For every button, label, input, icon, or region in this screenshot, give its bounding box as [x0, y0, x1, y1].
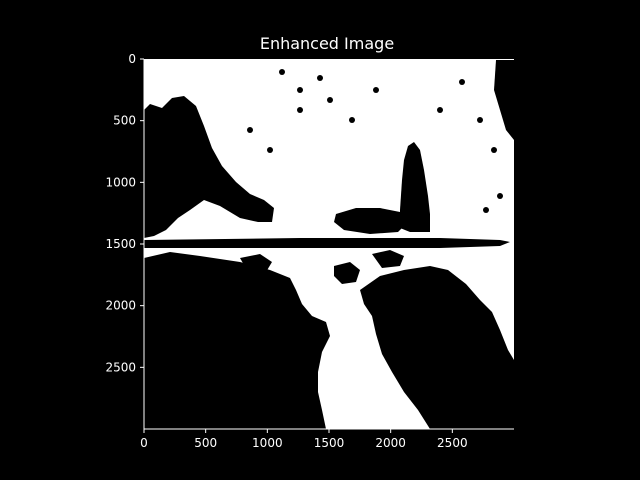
image-speckle	[327, 97, 333, 103]
x-tick-label: 2500	[437, 436, 468, 450]
image-dark-region	[144, 252, 330, 429]
image-dark-region	[494, 60, 514, 140]
y-tick-label: 2500	[105, 360, 136, 374]
x-axis-ticks: 0 500 1000 1500 2000 2500	[140, 429, 468, 450]
image-speckle	[459, 79, 465, 85]
image-speckle	[477, 117, 483, 123]
image-dark-region	[144, 238, 510, 248]
image-dark-region	[240, 254, 272, 272]
x-tick-label: 0	[140, 436, 148, 450]
x-tick-label: 500	[194, 436, 217, 450]
chart-title: Enhanced Image	[260, 34, 394, 53]
y-tick-label: 1500	[105, 237, 136, 251]
image-speckle	[491, 147, 497, 153]
image-speckle	[497, 193, 503, 199]
image-speckle	[279, 69, 285, 75]
image-speckle	[483, 207, 489, 213]
y-tick-label: 2000	[105, 299, 136, 313]
image-speckle	[267, 147, 273, 153]
image-dark-region	[334, 208, 406, 234]
image-dark-region	[372, 250, 404, 268]
x-tick-label: 1000	[252, 436, 283, 450]
image-speckle	[297, 87, 303, 93]
image-dark-region	[144, 96, 274, 238]
y-tick-label: 1000	[105, 175, 136, 189]
image-speckle	[317, 75, 323, 81]
image-speckle	[349, 117, 355, 123]
image-dark-region	[400, 142, 430, 232]
image-speckle	[247, 127, 253, 133]
image-plot-area	[144, 59, 514, 429]
y-axis-ticks: 0 500 1000 1500 2000 2500	[105, 52, 144, 374]
x-tick-label: 2000	[375, 436, 406, 450]
x-tick-label: 1500	[314, 436, 345, 450]
image-dark-region	[360, 266, 514, 429]
y-tick-label: 500	[113, 114, 136, 128]
image-speckle	[373, 87, 379, 93]
y-tick-label: 0	[128, 52, 136, 66]
image-speckle	[297, 107, 303, 113]
image-dark-region	[334, 262, 360, 284]
binarized-image	[144, 59, 514, 429]
image-speckle	[437, 107, 443, 113]
